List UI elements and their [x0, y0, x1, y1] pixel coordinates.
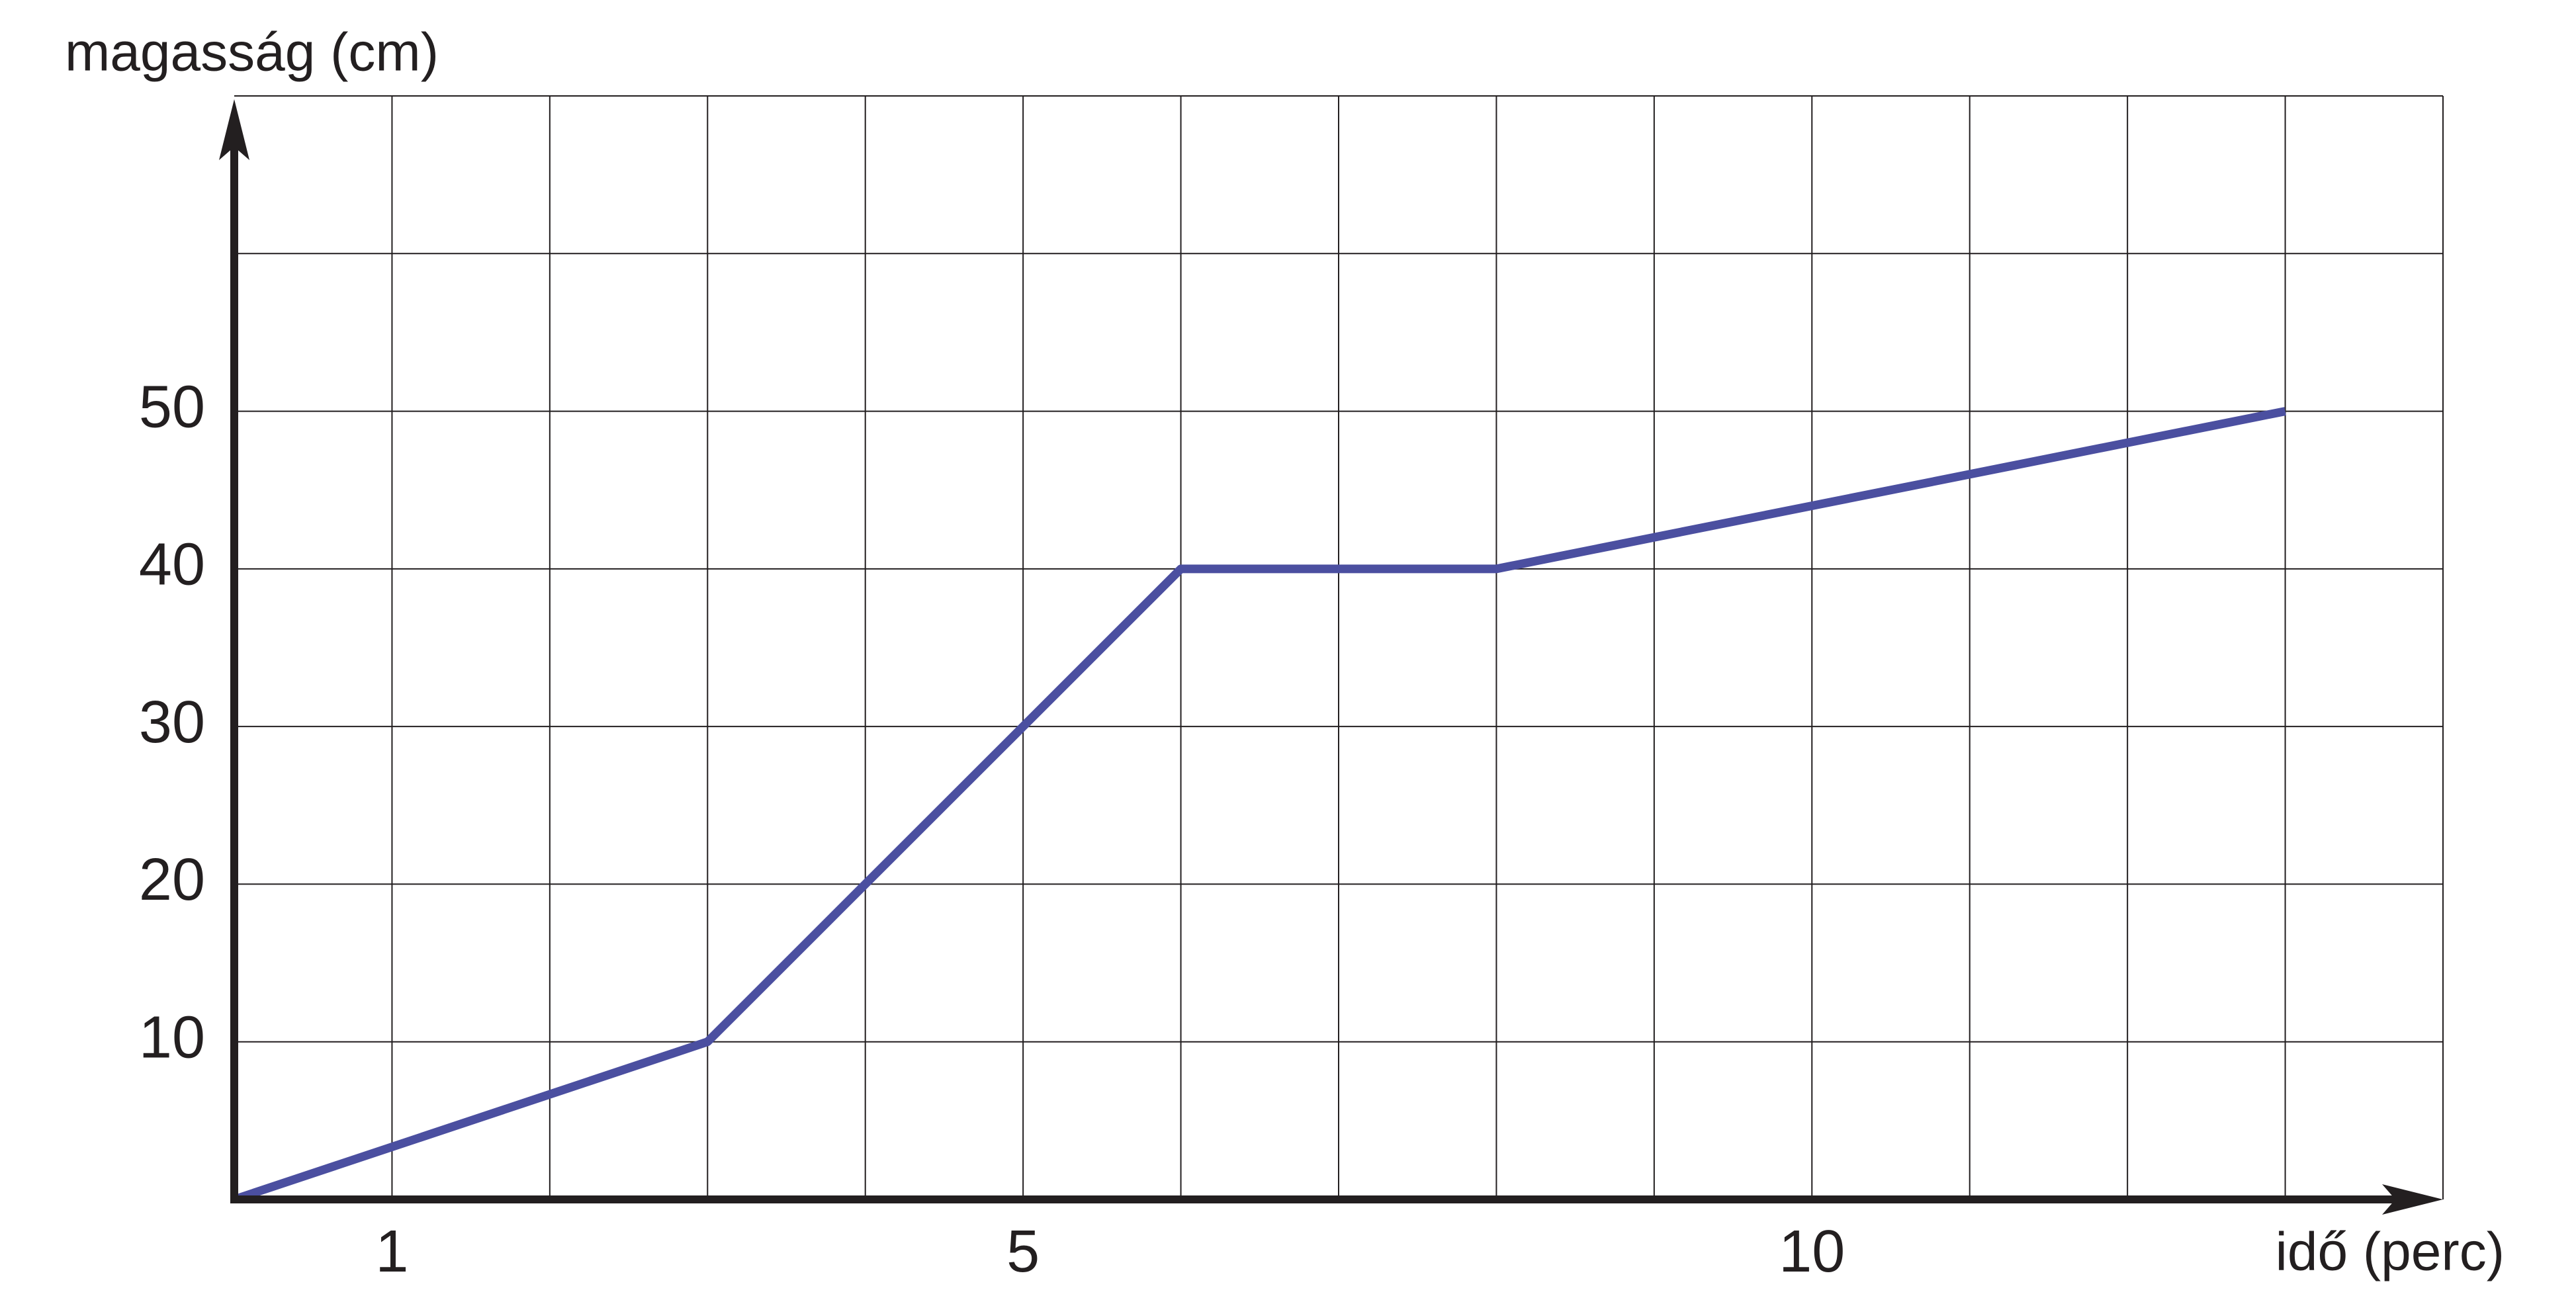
x-tick-label: 1	[375, 1219, 408, 1285]
y-tick-label: 20	[139, 847, 205, 913]
x-tick-label: 10	[1779, 1219, 1845, 1285]
y-tick-label: 40	[139, 532, 205, 598]
x-axis-title: idő (perc)	[2276, 1222, 2505, 1282]
y-axis-arrow	[219, 99, 249, 160]
axes	[219, 99, 2443, 1215]
x-axis-arrow	[2382, 1184, 2443, 1215]
x-tick-label: 5	[1006, 1219, 1040, 1285]
y-tick-label: 30	[139, 689, 205, 756]
y-tick-label: 10	[139, 1004, 205, 1070]
plot	[232, 407, 2286, 1204]
grid	[234, 95, 2444, 1199]
line-series	[232, 407, 2286, 1204]
y-tick-label: 50	[139, 374, 205, 440]
y-axis-title: magasság (cm)	[65, 22, 439, 83]
